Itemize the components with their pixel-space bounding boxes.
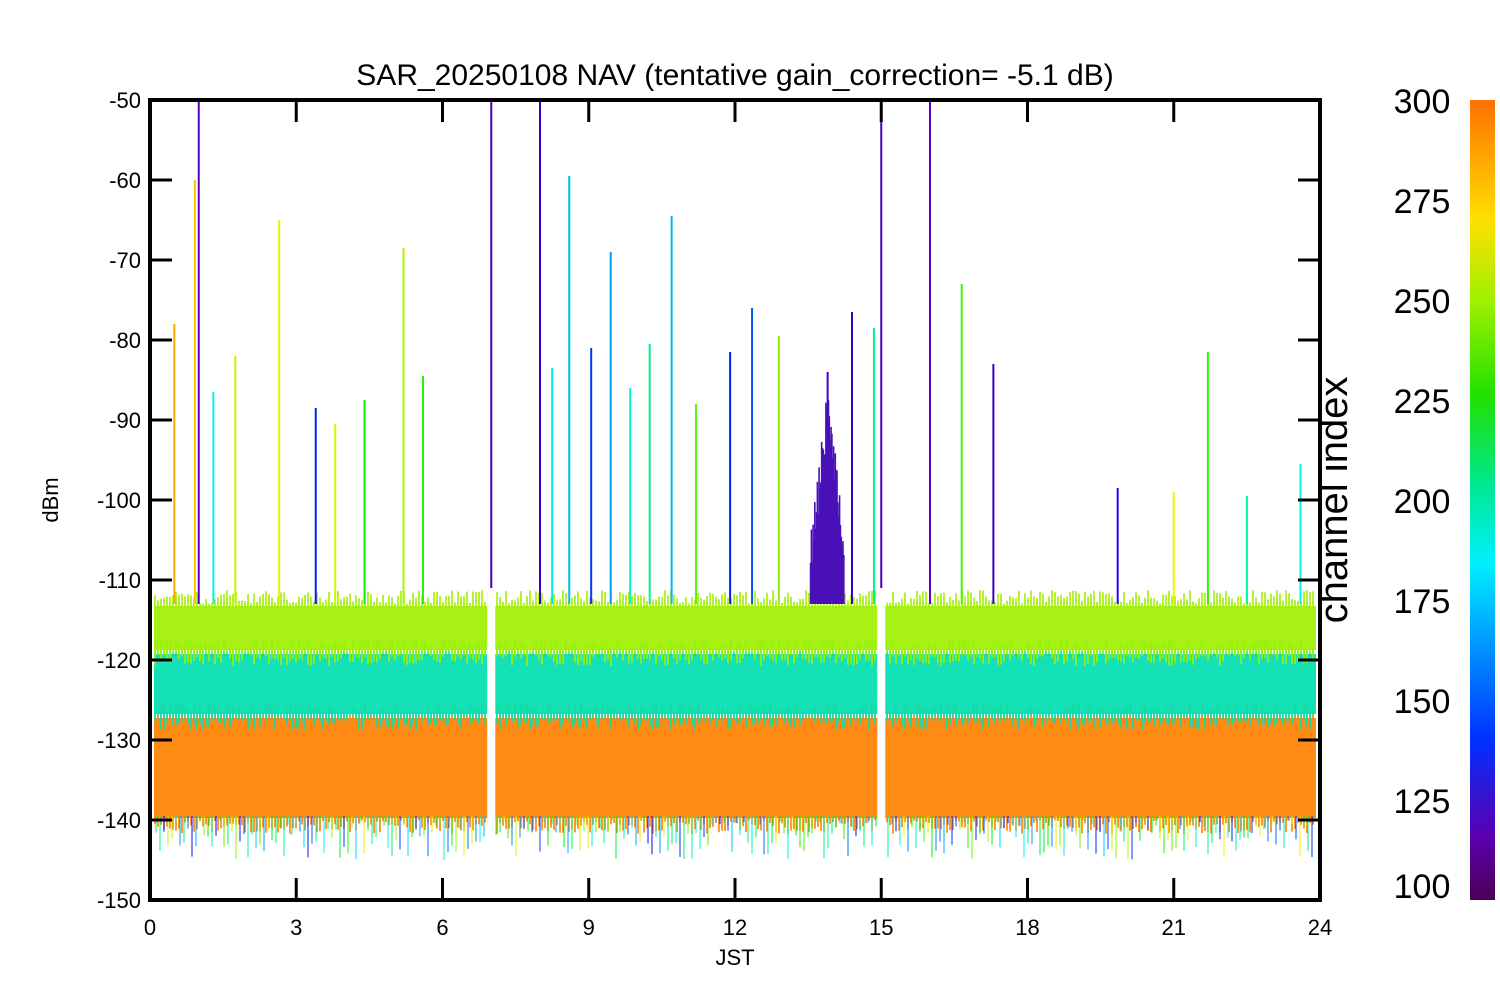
colorbar-tick-label: 150 [1394, 683, 1451, 721]
x-tick-label: 12 [723, 915, 747, 940]
y-tick-label: -110 [99, 568, 141, 593]
noise-band-edge [154, 648, 1314, 666]
noise-outliers [155, 816, 1313, 860]
y-tick-label: -70 [109, 248, 141, 273]
signal-burst [809, 399, 845, 604]
colorbar-tick-label: 250 [1394, 283, 1451, 321]
colorbar-tick-label: 100 [1394, 868, 1451, 906]
y-tick-label: -90 [109, 408, 141, 433]
colorbar-tick-label: 300 [1394, 83, 1451, 121]
noise-band-fill [154, 718, 1316, 818]
colorbar [1470, 100, 1495, 900]
y-axis-ticks: -50 -60 -70 -80 -90 -100 -110 -120 -130 -140 -150 [97, 88, 1320, 913]
data-gap [877, 588, 886, 860]
noise-band [154, 590, 1316, 666]
y-tick-label: -100 [97, 488, 141, 513]
colorbar-tick-label: 275 [1394, 183, 1451, 221]
x-tick-label: 0 [144, 915, 156, 940]
colorbar-tick-label: 200 [1394, 483, 1451, 521]
noise-bands [154, 590, 1316, 860]
y-tick-label: -50 [109, 88, 141, 113]
y-tick-label: -130 [97, 728, 141, 753]
x-tick-label: 21 [1162, 915, 1186, 940]
y-tick-label: -120 [97, 648, 141, 673]
plot-area [154, 100, 1316, 860]
x-tick-label: 3 [290, 915, 302, 940]
noise-band-edge [154, 590, 1314, 608]
x-axis-ticks: 0 3 6 9 12 15 18 21 24 [144, 100, 1332, 940]
colorbar-tick-label: 125 [1394, 783, 1451, 821]
x-tick-label: 24 [1308, 915, 1332, 940]
data-gap [487, 588, 496, 860]
x-tick-label: 15 [869, 915, 893, 940]
y-axis-label: dBm [38, 477, 63, 522]
x-axis-label: JST [715, 945, 754, 970]
signal-spikes [173, 100, 1302, 604]
y-tick-label: -60 [109, 168, 141, 193]
colorbar-tick-label: 225 [1394, 383, 1451, 421]
y-tick-label: -80 [109, 328, 141, 353]
y-tick-label: -140 [97, 808, 141, 833]
colorbar-ticks: 300 275 250 225 200 175 150 125 100 [1394, 83, 1451, 906]
x-tick-label: 18 [1015, 915, 1039, 940]
noise-band-edge [154, 816, 1314, 834]
colorbar-label: channel index [1312, 377, 1356, 624]
noise-band-fill [154, 654, 1316, 714]
colorbar-tick-label: 175 [1394, 583, 1451, 621]
noise-band [154, 702, 1316, 834]
x-tick-label: 6 [436, 915, 448, 940]
noise-band-edge [154, 712, 1314, 730]
x-tick-label: 9 [583, 915, 595, 940]
y-tick-label: -150 [97, 888, 141, 913]
data-gaps [487, 588, 886, 860]
chart-title: SAR_20250108 NAV (tentative gain_correct… [356, 59, 1113, 92]
noise-band-fill [154, 606, 1316, 650]
